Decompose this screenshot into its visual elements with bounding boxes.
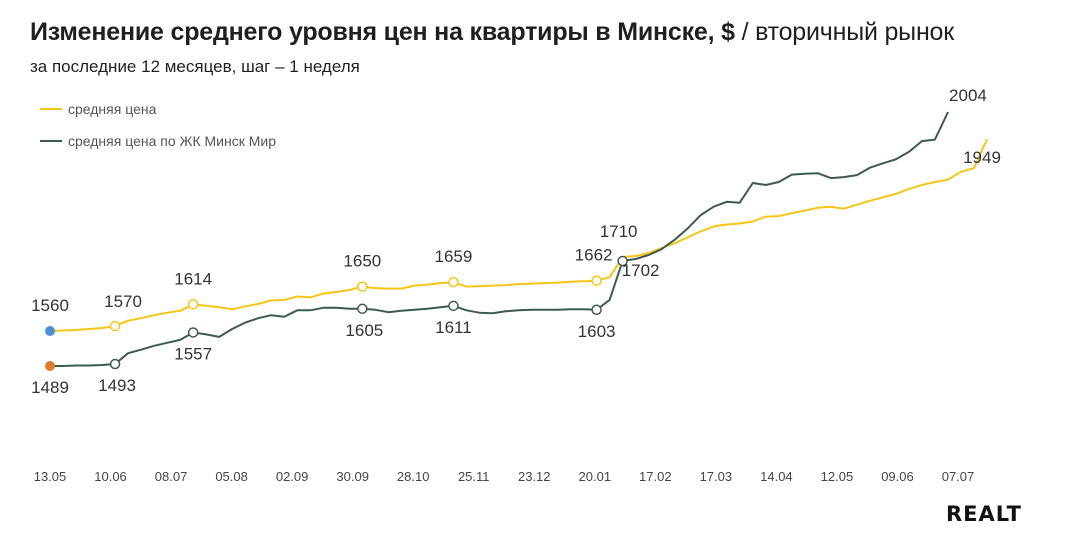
data-label: 1560 — [31, 296, 69, 315]
x-tick-label: 02.09 — [276, 469, 309, 484]
point-marker — [591, 304, 602, 316]
title-main: Изменение среднего уровня цен на квартир… — [30, 18, 735, 46]
x-tick-label: 12.05 — [821, 469, 854, 484]
data-label: 1659 — [435, 247, 473, 266]
data-label: 1614 — [174, 269, 212, 288]
data-label: 1570 — [104, 292, 142, 311]
title-market: вторичный рынок — [755, 18, 954, 46]
data-label: 1489 — [31, 378, 69, 397]
data-label: 1493 — [98, 376, 136, 395]
point-marker — [448, 300, 459, 312]
data-label: 1557 — [174, 344, 212, 363]
data-label: 1710 — [600, 222, 638, 241]
x-tick-label: 28.10 — [397, 469, 430, 484]
legend-label-1: средняя цена по ЖК Минск Мир — [68, 133, 276, 149]
x-tick-label: 10.06 — [94, 469, 127, 484]
point-marker — [187, 299, 199, 310]
data-label: 1603 — [578, 322, 616, 341]
title-separator: / — [741, 18, 749, 46]
data-label: 1605 — [345, 321, 383, 340]
point-marker — [617, 255, 628, 267]
start-point-marker — [45, 361, 55, 371]
chart-title: Изменение среднего уровня цен на квартир… — [30, 18, 954, 47]
data-label: 1949 — [963, 148, 1001, 167]
point-marker — [448, 276, 459, 288]
point-marker — [187, 327, 199, 338]
x-tick-label: 07.07 — [942, 469, 975, 484]
realt-logo: REALT — [946, 502, 1022, 526]
series-line-0 — [49, 138, 988, 332]
point-marker — [109, 358, 121, 370]
x-tick-label: 17.03 — [700, 469, 733, 484]
x-tick-label: 30.09 — [336, 469, 369, 484]
point-marker — [357, 303, 368, 315]
data-label: 1662 — [575, 246, 613, 265]
data-label: 2004 — [949, 86, 987, 105]
legend-label-0: средняя цена — [68, 101, 157, 117]
x-tick-label: 05.08 — [215, 469, 248, 484]
chart-subtitle: за последние 12 месяцев, шаг – 1 неделя — [30, 57, 360, 76]
x-tick-label: 13.05 — [34, 469, 67, 484]
start-point-marker — [45, 325, 55, 336]
point-marker — [357, 281, 368, 292]
x-tick-label: 09.06 — [881, 469, 914, 484]
data-label: 1702 — [622, 261, 660, 280]
series-line-1 — [50, 111, 949, 367]
x-tick-label: 23.12 — [518, 469, 551, 484]
data-label: 1611 — [435, 318, 472, 337]
point-marker — [109, 320, 121, 332]
point-marker — [591, 275, 602, 286]
data-label: 1650 — [343, 252, 381, 271]
x-tick-label: 14.04 — [760, 469, 793, 484]
x-tick-label: 20.01 — [579, 469, 612, 484]
legend: средняя цена средняя цена по ЖК Минск Мир — [40, 101, 276, 149]
x-tick-label: 08.07 — [155, 469, 188, 484]
x-tick-label: 25.11 — [458, 469, 490, 484]
x-tick-label: 17.02 — [639, 469, 672, 484]
